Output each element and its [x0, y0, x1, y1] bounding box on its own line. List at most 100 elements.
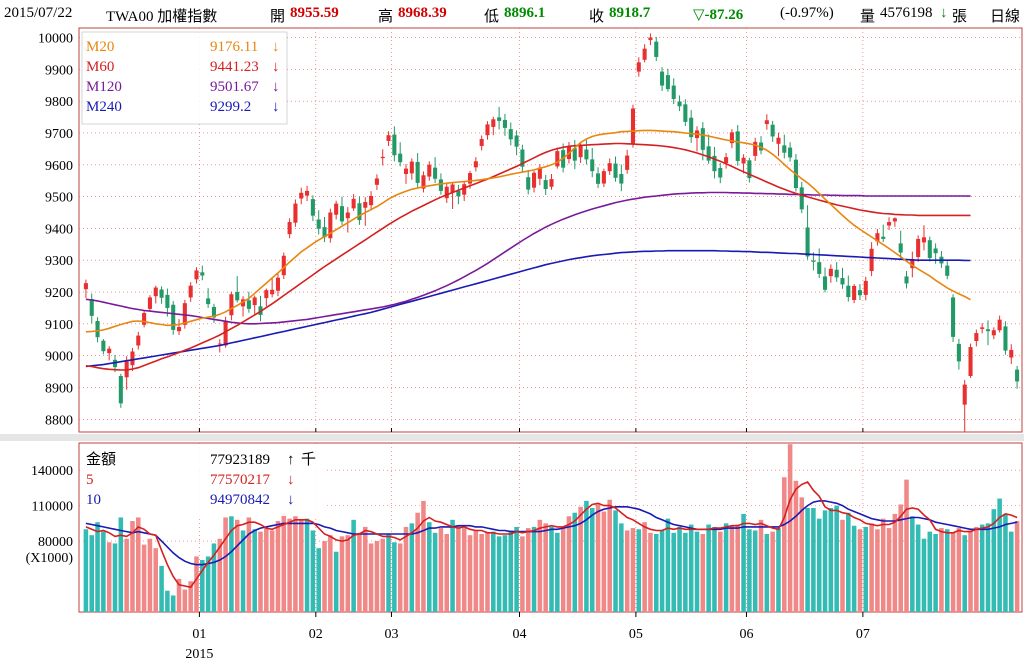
price-legend-label: M240 — [86, 99, 122, 115]
volume-bar — [397, 543, 403, 612]
volume-bar — [205, 556, 211, 612]
volume-bar — [298, 519, 304, 612]
candle-body — [433, 167, 438, 179]
candle-body — [677, 101, 682, 107]
candle-body — [217, 343, 222, 345]
volume-bar — [217, 538, 223, 612]
price-tick-label: 10000 — [38, 32, 73, 47]
volume-bar — [281, 512, 287, 612]
candle-body — [636, 62, 641, 72]
candle-body — [951, 297, 956, 337]
ma20-line — [85, 129, 971, 333]
volume-bar — [159, 565, 164, 612]
volume-bar — [747, 529, 752, 612]
candle-body — [176, 327, 182, 332]
volume-bar — [508, 530, 514, 612]
volume-bar — [211, 543, 217, 612]
candle-body — [735, 131, 740, 161]
volume-tick-label: 110000 — [32, 500, 73, 515]
down-arrow-icon: ↓ — [287, 492, 295, 508]
candle-body — [834, 269, 839, 278]
volume-bar — [403, 526, 409, 612]
volume-label: 量 — [860, 9, 876, 25]
price-tick-label: 9200 — [45, 286, 73, 301]
candle-body — [642, 48, 647, 60]
volume-bar — [473, 530, 479, 612]
volume-bar — [438, 528, 444, 612]
candle-body — [526, 177, 531, 190]
candle-body — [147, 297, 152, 309]
volume-bar — [944, 529, 950, 612]
candle-body — [438, 179, 443, 191]
candle-body — [660, 71, 665, 86]
volume-bar — [677, 526, 682, 612]
candle-body — [351, 198, 356, 209]
volume-bar — [525, 528, 531, 612]
volume-arrow-icon: ↓ — [940, 5, 948, 21]
candle-body — [881, 236, 886, 239]
candle-body — [136, 335, 141, 346]
candle-body — [828, 268, 833, 277]
volume-bar — [83, 529, 89, 612]
volume-bar — [752, 530, 758, 612]
candle-body — [1003, 326, 1008, 351]
volume-bar — [636, 529, 642, 612]
candle-body — [246, 300, 251, 309]
candle-body — [892, 218, 897, 222]
volume-unit-label: (X1000) — [26, 551, 74, 566]
volume-legend-unit: 千 — [301, 451, 316, 468]
candle-body — [857, 290, 862, 296]
volume-unit: 張 — [952, 9, 968, 25]
volume-bar — [287, 518, 292, 612]
volume-bar — [392, 542, 397, 612]
volume-bar — [479, 534, 484, 612]
price-legend-label: M60 — [86, 59, 114, 75]
candle-body — [852, 285, 857, 300]
candle-body — [182, 303, 187, 325]
candle-body — [601, 171, 606, 184]
month-label: 03 — [384, 627, 398, 642]
candle-body — [962, 384, 967, 405]
volume-bar — [531, 526, 537, 612]
price-legend-value: 9299.2 — [210, 99, 251, 115]
volume-legend-label: 10 — [86, 492, 101, 508]
candle-body — [287, 222, 292, 235]
volume-bar — [613, 510, 618, 612]
candle-body — [101, 340, 106, 352]
high-label: 高 — [378, 9, 394, 25]
candle-body — [863, 280, 868, 295]
close-label: 收 — [589, 9, 605, 25]
volume-bar — [106, 542, 112, 612]
volume-bar — [491, 531, 496, 612]
volume-bar — [89, 535, 94, 612]
up-arrow-icon: ↑ — [287, 452, 295, 468]
volume-bar — [1009, 531, 1014, 612]
candle-body — [89, 299, 94, 316]
volume-bar — [322, 541, 327, 612]
candle-body — [188, 285, 193, 298]
price-legend-label: M20 — [86, 39, 114, 55]
volume-bar — [589, 508, 595, 612]
volume-bar — [520, 536, 525, 612]
down-arrow-icon: ↓ — [287, 472, 295, 488]
candle-body — [997, 319, 1002, 331]
candle-body — [933, 248, 938, 254]
volume-bar — [188, 581, 193, 612]
volume-bar — [223, 517, 228, 612]
volume-bar — [665, 518, 671, 612]
volume-bar — [194, 556, 199, 612]
volume-bar — [648, 532, 653, 612]
candle-body — [869, 248, 874, 272]
volume-bar — [962, 535, 967, 612]
quote-header: 2015/07/22 TWA00 加權指數 開 8955.59 高 8968.3… — [0, 0, 1024, 28]
candle-body — [270, 289, 275, 295]
candle-body — [409, 161, 414, 174]
volume-bar — [112, 543, 118, 612]
price-tick-label: 9800 — [45, 95, 73, 110]
volume-bar — [1003, 513, 1008, 612]
change-value: ▽-87.26 — [693, 7, 744, 23]
volume-bar — [95, 522, 100, 612]
volume-bar — [421, 500, 426, 612]
volume-bar — [368, 543, 374, 612]
candle-body — [200, 272, 205, 276]
